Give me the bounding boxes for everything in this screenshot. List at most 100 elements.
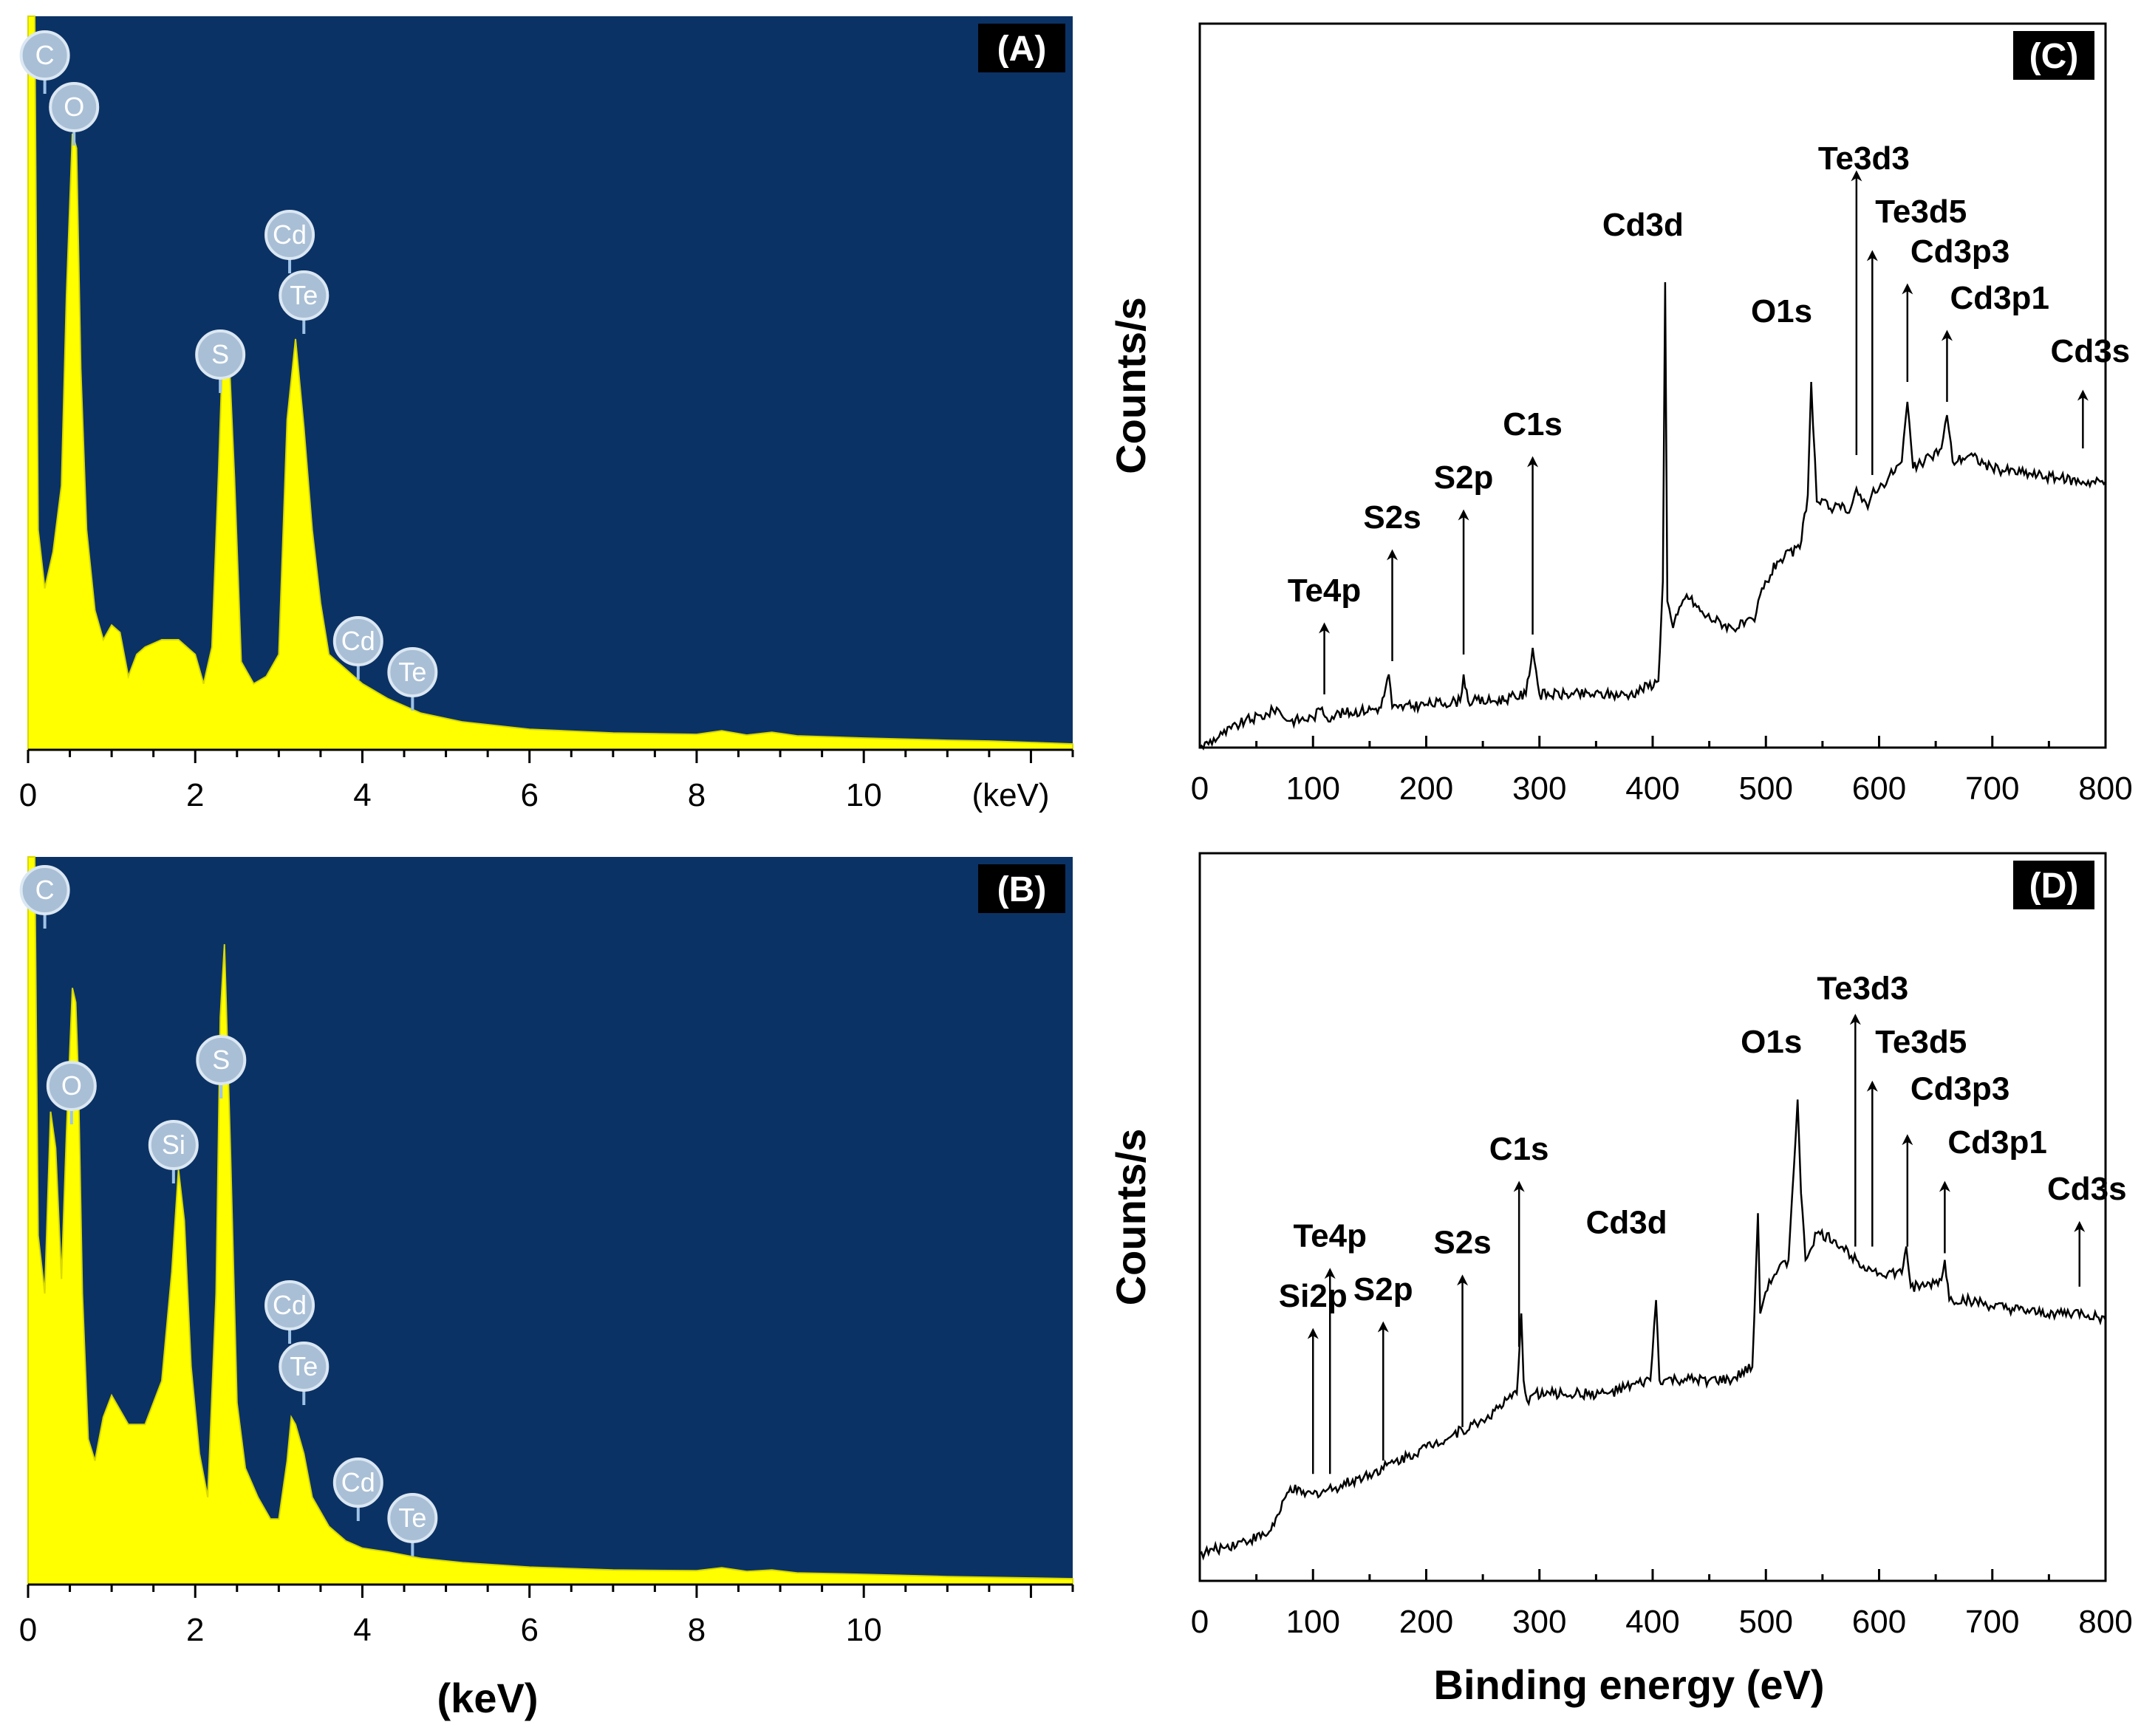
badge-circle [264, 1280, 315, 1330]
x-tick-label: 0 [19, 1612, 37, 1648]
spectrum-area [27, 16, 1073, 751]
x-tick-label: 4 [353, 1612, 371, 1648]
x-tick-label: 300 [1512, 1604, 1566, 1640]
element-badge: Si [148, 1120, 199, 1183]
x-axis-title: (keV) [972, 777, 1049, 813]
x-tick-label: 8 [688, 777, 706, 813]
plot-background [28, 857, 1073, 1585]
badge-label: Te [290, 1351, 318, 1381]
peak-label: Cd3d [1602, 207, 1684, 243]
x-tick-label: 500 [1739, 1604, 1793, 1640]
badge-circle [195, 329, 246, 380]
badge-label: Te [398, 657, 426, 687]
peak-label: Cd3p1 [1947, 1124, 2046, 1161]
y-axis-title: Counts/s [1107, 297, 1154, 474]
badge-label: Cd [273, 219, 307, 250]
badge-label: Cd [341, 1467, 375, 1497]
peak-label: O1s [1741, 1024, 1802, 1060]
x-tick-label: 500 [1739, 770, 1793, 807]
element-badge: S [195, 329, 246, 393]
panel-label-box [978, 24, 1065, 72]
peak-label: C1s [1489, 1131, 1549, 1167]
badge-circle [332, 1458, 383, 1508]
peak-label: Te3d3 [1818, 140, 1910, 177]
badge-circle [387, 647, 438, 697]
x-tick-label: 600 [1852, 1604, 1906, 1640]
element-badge: Te [387, 647, 438, 711]
x-tick-label: 400 [1625, 1604, 1679, 1640]
x-tick-label: 8 [688, 1612, 706, 1648]
x-tick-label: 2 [186, 777, 204, 813]
badge-label: S [211, 339, 229, 369]
badge-circle [387, 1493, 438, 1543]
peak-label: S2s [1363, 499, 1421, 536]
x-tick-label: 100 [1286, 1604, 1340, 1640]
badge-circle [19, 865, 70, 915]
x-axis-title: Binding energy (eV) [1434, 1661, 1825, 1708]
peak-label: S2p [1353, 1271, 1413, 1308]
x-tick-label: 100 [1286, 770, 1340, 807]
x-tick-label: 400 [1625, 770, 1679, 807]
x-tick-label: 600 [1852, 770, 1906, 807]
badge-label: C [35, 875, 55, 905]
x-tick-label: 700 [1965, 770, 2019, 807]
badge-label: Cd [341, 626, 375, 656]
panel-label: (A) [978, 24, 1065, 72]
peak-label: C1s [1503, 406, 1563, 442]
element-badge: Cd [332, 1458, 383, 1521]
peak-label: O1s [1751, 293, 1812, 329]
x-tick-label: 200 [1399, 1604, 1453, 1640]
element-badge: Te [387, 1493, 438, 1556]
element-badge: Cd [264, 1280, 315, 1344]
badge-circle [264, 210, 315, 260]
panel-label: (D) [2013, 861, 2094, 909]
badge-circle [279, 270, 329, 321]
x-tick-label: 300 [1512, 770, 1566, 807]
peak-label: Te3d5 [1875, 194, 1967, 230]
badge-circle [46, 1061, 97, 1111]
badge-label: Cd [273, 1290, 307, 1320]
panel-label-box [978, 864, 1065, 913]
badge-label: C [35, 40, 55, 70]
panel-label: (B) [978, 864, 1065, 913]
panel-label-text: (D) [2029, 867, 2079, 906]
panel-label-text: (B) [997, 870, 1047, 909]
panel-label-text: (C) [2029, 37, 2079, 76]
badge-label: S [212, 1045, 230, 1075]
peak-label: S2p [1434, 459, 1494, 496]
x-tick-label: 4 [353, 777, 371, 813]
badge-label: Te [290, 280, 318, 310]
panel-label-box [2013, 861, 2094, 909]
y-axis-title: Counts/s [1107, 1129, 1154, 1306]
panel-label-box [2013, 31, 2094, 80]
element-badge: C [19, 30, 70, 94]
peak-label: Te3d5 [1875, 1024, 1967, 1060]
panel-a: CO S Cd Te Cd Te (A) 0 2 4 6 8 10 (keV) [19, 16, 1074, 813]
badge-label: O [61, 1070, 82, 1101]
peak-label: Si2p [1279, 1278, 1348, 1314]
badge-circle [19, 30, 70, 81]
badge-circle [332, 616, 383, 666]
peak-label: Cd3s [2051, 333, 2131, 369]
element-badge: C [19, 865, 70, 929]
x-tick-label: 800 [2078, 1604, 2132, 1640]
x-tick-label: 6 [520, 1612, 538, 1648]
peak-label: S2s [1433, 1225, 1491, 1261]
element-badge: Te [279, 1342, 329, 1405]
panel-label: (C) [2013, 31, 2094, 80]
x-tick-label: 6 [520, 777, 538, 813]
x-tick-label: 700 [1965, 1604, 2019, 1640]
badge-circle [49, 82, 100, 132]
peak-label: Cd3d [1586, 1204, 1667, 1240]
element-badge: Cd [264, 210, 315, 273]
element-badge: O [46, 1061, 97, 1124]
x-tick-label: 2 [186, 1612, 204, 1648]
spectrum-line [1199, 1099, 2107, 1561]
x-axis-title: (keV) [437, 1675, 539, 1721]
element-badge: S [196, 1035, 247, 1098]
x-tick-label: 200 [1399, 770, 1453, 807]
plot-background [28, 16, 1073, 750]
panel-d: Si2p Te4p S2p S2s C1s Cd3d O1s Te3d3 Te3d5 Cd3p3 C… [1107, 852, 2133, 1708]
panel-b: C O Si S Cd Te Cd Te (B) 0 2 4 6 8 10 (keV) [19, 856, 1074, 1721]
element-badge: Te [279, 270, 329, 334]
